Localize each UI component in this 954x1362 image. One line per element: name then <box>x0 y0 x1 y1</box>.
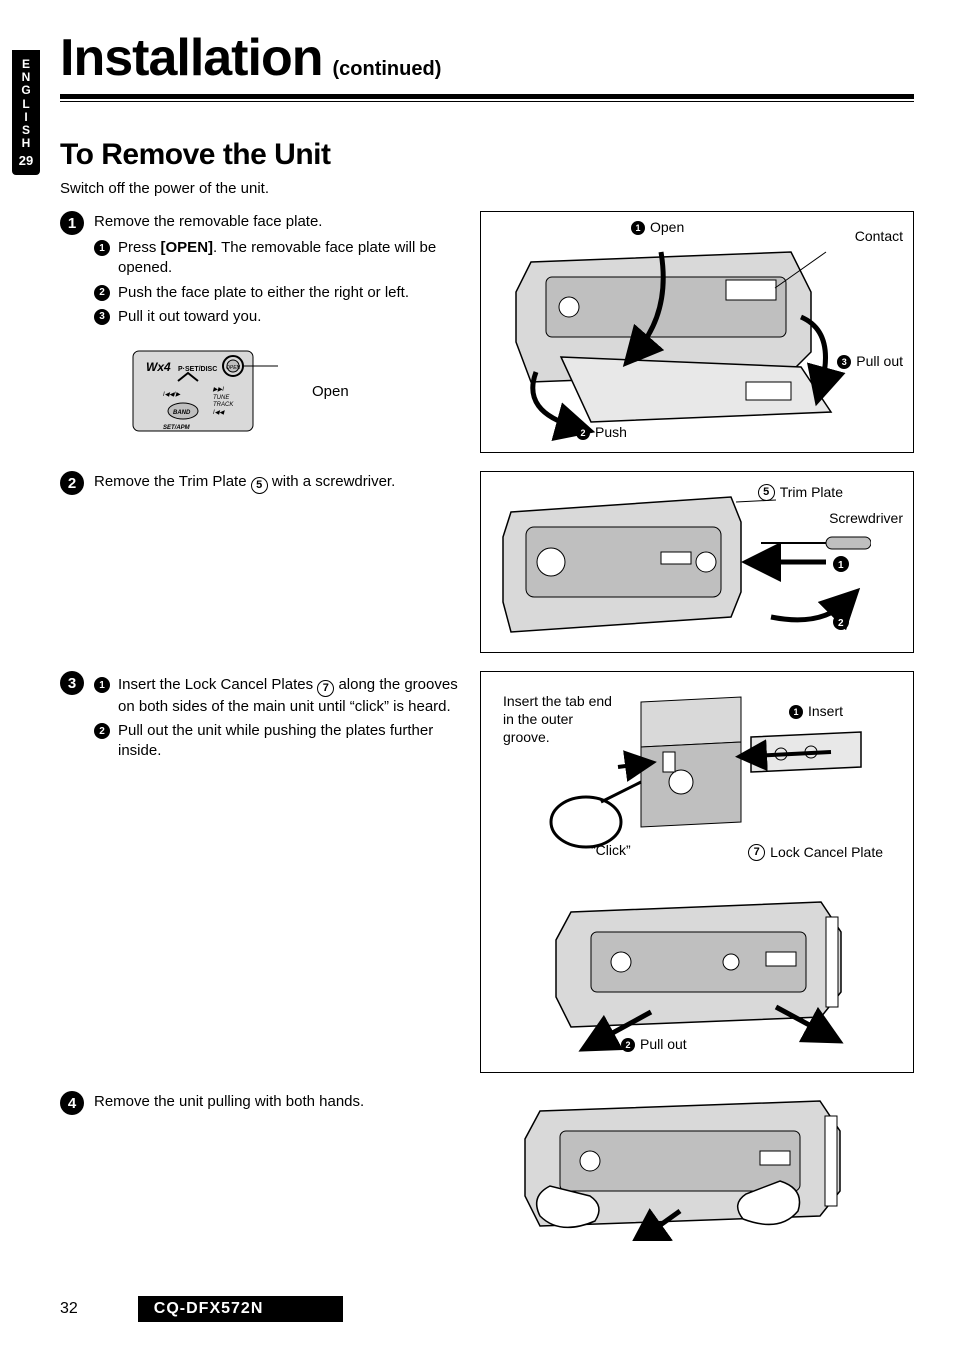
fig3-pullout-label: 2 Pull out <box>621 1036 687 1052</box>
lang-letter: H <box>12 137 40 150</box>
step-4: 4 Remove the unit pulling with both hand… <box>60 1091 460 1115</box>
step-number-icon: 2 <box>60 471 84 495</box>
substep: 1 Press [OPEN]. The removable face plate… <box>94 238 460 279</box>
section-intro: Switch off the power of the unit. <box>60 180 914 197</box>
fig1-open-label: 1 Open <box>631 219 684 235</box>
fig2-trimplate-label: 5 Trim Plate <box>758 484 843 501</box>
fig3-tab-note: Insert the tab end in the outer groove. <box>503 692 613 747</box>
svg-text:TRACK: TRACK <box>213 402 234 408</box>
step-4-text: Remove the unit pulling with both hands. <box>94 1091 364 1112</box>
svg-text:BAND: BAND <box>173 410 191 416</box>
substep: 2 Pull out the unit while pushing the pl… <box>94 721 460 762</box>
svg-text:OPEN: OPEN <box>226 365 241 371</box>
svg-text:▶▶I: ▶▶I <box>212 387 224 393</box>
lang-letter: G <box>12 84 40 97</box>
step-2: 2 Remove the Trim Plate 5 with a screwdr… <box>60 471 460 495</box>
substep-text: Press [OPEN]. The removable face plate w… <box>118 238 460 279</box>
fig1-pullout-label: 3 Pull out <box>837 353 903 369</box>
model-number: CQ-DFX572N <box>138 1296 344 1322</box>
substep: 3 Pull it out toward you. <box>94 307 460 327</box>
svg-text:I◀◀: I◀◀ <box>213 410 225 416</box>
svg-text:2: 2 <box>838 618 844 629</box>
step-1-text: Remove the removable face plate. <box>94 211 460 232</box>
svg-text:I◀◀/▶: I◀◀/▶ <box>163 392 181 398</box>
substep: 2 Push the face plate to either the righ… <box>94 283 460 303</box>
svg-text:Wx4: Wx4 <box>146 360 171 374</box>
language-tab: E N G L I S H 29 <box>12 50 40 175</box>
fig1-push-label: 2 Push <box>576 424 627 440</box>
figure-step-4 <box>480 1091 914 1246</box>
open-button-illustration: Wx4 P·SET/DISC I◀◀/▶ TUNE TRACK ▶▶I I◀◀ … <box>128 341 298 441</box>
substep: 1 Insert the Lock Cancel Plates 7 along … <box>94 675 460 717</box>
substep-text: Insert the Lock Cancel Plates 7 along th… <box>118 675 460 717</box>
bullet-icon: 2 <box>94 723 110 739</box>
substep-text: Pull it out toward you. <box>118 307 261 327</box>
substep-text: Pull out the unit while pushing the plat… <box>118 721 460 762</box>
bullet-icon: 1 <box>94 240 110 256</box>
pull-hands-illustration <box>480 1091 870 1241</box>
page-number: 32 <box>60 1300 78 1318</box>
inline-figure-open: Wx4 P·SET/DISC I◀◀/▶ TUNE TRACK ▶▶I I◀◀ … <box>128 341 460 441</box>
faceplate-removal-illustration <box>491 222 871 442</box>
figure-step-3: Insert the tab end in the outer groove. … <box>480 671 914 1073</box>
lang-letter: I <box>12 111 40 124</box>
trimplate-illustration: 1 2 <box>491 482 871 642</box>
figure-step-1: 1 Open Contact 2 Push 3 Pull out <box>480 211 914 453</box>
figure-step-2: 5 Trim Plate Screwdriver <box>480 471 914 653</box>
fig2-screwdriver-label: Screwdriver <box>829 510 903 526</box>
step-number-icon: 3 <box>60 671 84 695</box>
fig3-lockplate-label: 7 Lock Cancel Plate <box>748 844 883 861</box>
title-suffix: (continued) <box>332 58 441 81</box>
step-number-icon: 4 <box>60 1091 84 1115</box>
step-1: 1 Remove the removable face plate. 1 Pre… <box>60 211 460 441</box>
title-rule-thick <box>60 94 914 99</box>
bullet-icon: 2 <box>94 285 110 301</box>
bullet-icon: 3 <box>94 309 110 325</box>
svg-text:SET/APM: SET/APM <box>163 425 191 431</box>
fig3-insert-label: 1 Insert <box>789 703 843 719</box>
title-rule-thin <box>60 101 914 102</box>
svg-text:1: 1 <box>838 560 844 571</box>
step-2-text: Remove the Trim Plate 5 with a screwdriv… <box>94 471 395 494</box>
svg-text:TUNE: TUNE <box>213 395 230 401</box>
fig1-contact-label: Contact <box>855 228 903 244</box>
lang-letter: L <box>12 98 40 111</box>
svg-text:P·SET/DISC: P·SET/DISC <box>178 366 217 373</box>
page-footer: 32 CQ-DFX572N <box>60 1296 914 1322</box>
title-main: Installation <box>60 28 322 88</box>
open-label: Open <box>312 383 349 400</box>
step-3: 3 1 Insert the Lock Cancel Plates 7 alon… <box>60 671 460 762</box>
substep-text: Push the face plate to either the right … <box>118 283 409 303</box>
page-title: Installation (continued) <box>60 0 914 88</box>
section-heading: To Remove the Unit <box>60 138 914 172</box>
step-number-icon: 1 <box>60 211 84 235</box>
fig3-click-label: “Click” <box>591 842 631 858</box>
lang-tab-number: 29 <box>12 154 40 168</box>
bullet-icon: 1 <box>94 677 110 693</box>
